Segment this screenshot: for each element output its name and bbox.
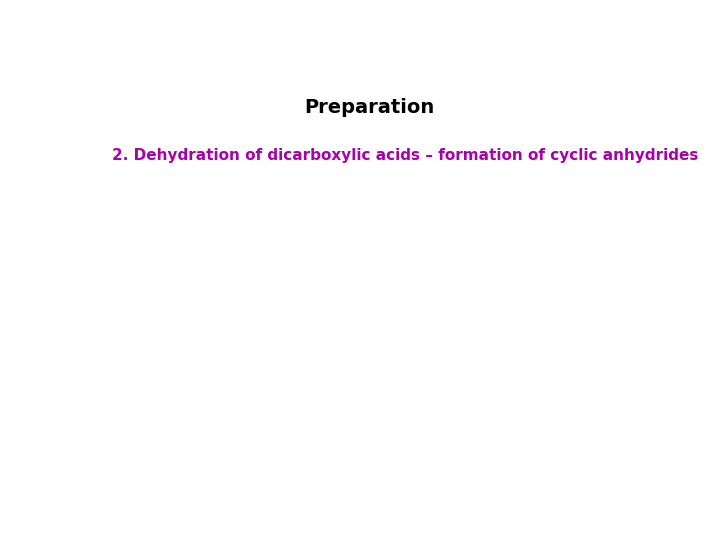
Text: 2. Dehydration of dicarboxylic acids – formation of cyclic anhydrides: 2. Dehydration of dicarboxylic acids – f…	[112, 148, 698, 163]
Text: Preparation: Preparation	[304, 98, 434, 117]
